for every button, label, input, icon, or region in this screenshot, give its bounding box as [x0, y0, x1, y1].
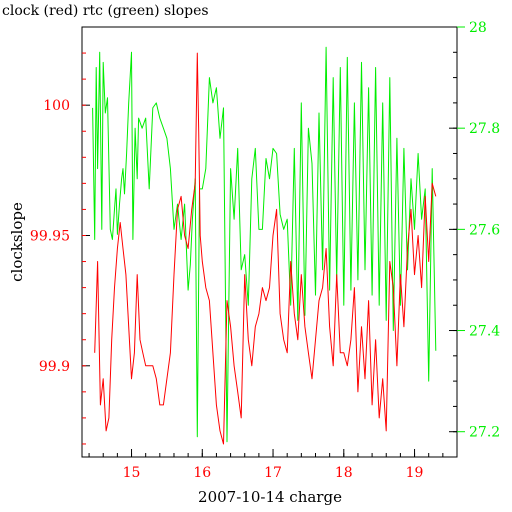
x-axis-label: 2007-10-14 charge: [198, 488, 342, 506]
series-layer: [92, 46, 437, 445]
x-tick-label: 18: [335, 465, 353, 481]
y-axis-label: clockslope: [8, 202, 26, 282]
plot-frame: [81, 26, 458, 458]
y2-tick-label: 27.4: [469, 324, 500, 340]
x-tick-label: 16: [193, 465, 211, 481]
series-line-rtc: [92, 46, 437, 443]
series-line-clock: [94, 52, 437, 445]
x-tick-label: 17: [264, 465, 282, 481]
y2-tick-label: 27.6: [469, 222, 500, 238]
y-tick-label: 99.95: [30, 228, 70, 244]
y2-tick-label: 27.2: [469, 425, 500, 441]
y2-tick-label: 27.8: [469, 121, 500, 137]
y-tick-label: 99.9: [39, 359, 70, 375]
axis-ticks: 15 16 17 18 19 99.9 99.95 100 27.2 27.4 27.6 27.8 28: [30, 20, 500, 481]
y2-tick-label: 28: [469, 20, 487, 36]
chart-title: clock (red) rtc (green) slopes: [2, 3, 209, 19]
x-tick-label: 15: [123, 465, 141, 481]
x-tick-label: 19: [406, 465, 424, 481]
y-tick-label: 100: [43, 98, 70, 114]
